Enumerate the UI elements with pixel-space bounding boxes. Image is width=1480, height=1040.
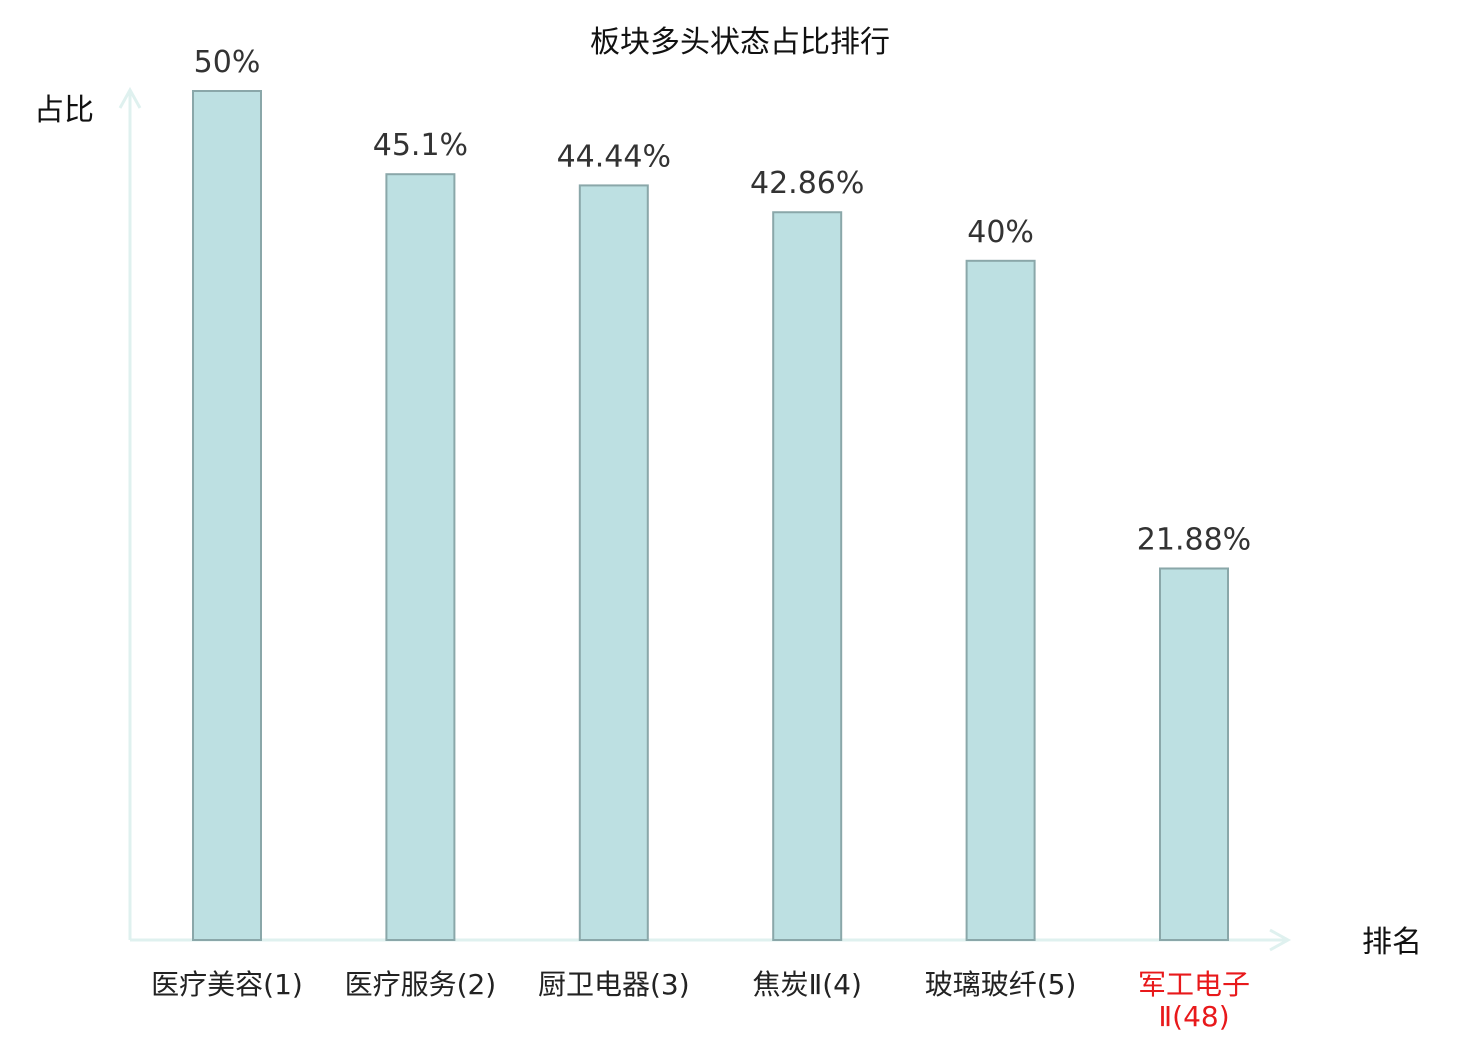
data-label-5: 40% [967,215,1034,250]
axes [118,86,1292,952]
bar-5 [965,259,1036,941]
x-tick-label-2: 医疗服务(2) [345,968,497,1001]
bar-4 [772,211,843,942]
bar-2 [385,173,456,941]
x-tick-label-5: 玻璃玻纤(5) [925,968,1077,1001]
category-labels: 医疗美容(1) 医疗服务(2) 厨卫电器(3) 焦炭Ⅱ(4) 玻璃玻纤(5) 军工电子Ⅱ(… [151,968,1250,1033]
x-axis-label: 排名 [1362,925,1422,960]
x-tick-label-4: 焦炭Ⅱ(4) [752,968,861,1001]
bar-1 [192,90,262,941]
data-label-2: 45.1% [373,128,468,163]
y-axis-label: 占比 [34,93,94,128]
data-label-6: 21.88% [1137,522,1251,557]
bar-6 [1159,567,1229,941]
bar-3 [578,184,649,941]
value-labels: 50% 45.1% 44.44% 42.86% 40% 21.88% [194,45,1252,557]
bars [192,90,1229,942]
x-tick-label-1: 医疗美容(1) [151,968,303,1001]
data-label-1: 50% [194,45,261,80]
y-axis-arrow [118,86,142,109]
chart-title: 板块多头状态占比排行 [590,25,890,60]
x-tick-label-6-line-2: Ⅱ(48) [1158,1000,1229,1033]
data-label-3: 44.44% [557,139,671,174]
x-tick-label-6-line-1: 军工电子 [1138,968,1250,1001]
x-axis-arrow [1269,928,1292,952]
data-label-4: 42.86% [750,166,864,201]
x-tick-label-3: 厨卫电器(3) [538,968,690,1001]
